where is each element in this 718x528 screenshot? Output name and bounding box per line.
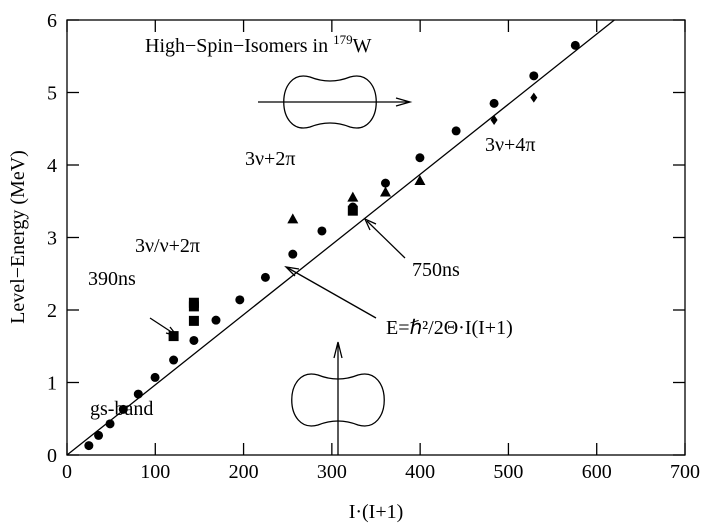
point [529, 71, 539, 81]
y-tick-label: 4 [47, 155, 57, 177]
x-tick-label: 700 [670, 461, 700, 483]
nucleus-shape [291, 373, 385, 427]
point [84, 441, 94, 451]
point [118, 404, 128, 414]
point [287, 213, 299, 224]
y-tick-label: 0 [47, 445, 57, 467]
title-text: W [353, 35, 372, 57]
x-tick-label: 600 [582, 461, 612, 483]
annotation: 3ν/ν+2π [135, 235, 200, 257]
arrow [287, 267, 377, 319]
nucleus-shape [283, 75, 377, 129]
point [235, 295, 245, 305]
point [189, 335, 199, 345]
arrow-head [333, 341, 343, 359]
point [168, 331, 179, 342]
y-tick-label: 3 [47, 228, 57, 250]
point [490, 115, 498, 126]
shapes [149, 75, 413, 455]
y-tick-label: 1 [47, 373, 57, 395]
point [451, 126, 461, 136]
annotation: 3ν+2π [245, 148, 295, 170]
point [105, 419, 115, 429]
arrow-head [284, 266, 300, 277]
arrow [366, 220, 406, 259]
point [317, 226, 327, 236]
x-axis-label: I·(I+1) [349, 501, 404, 523]
point [347, 191, 359, 202]
fit-line [66, 19, 615, 456]
chart-title: High−Spin−Isomers in 179W [145, 32, 372, 57]
point [260, 272, 270, 282]
point [169, 355, 179, 365]
y-tick-label: 2 [47, 300, 57, 322]
y-tick-label: 6 [47, 10, 57, 32]
x-tick-label: 100 [140, 461, 170, 483]
point [188, 315, 199, 326]
point [211, 315, 221, 325]
point [94, 430, 104, 440]
annotation: 3ν+4π [485, 134, 535, 156]
point [133, 389, 143, 399]
annotation: 750ns [412, 259, 460, 281]
x-tick-label: 200 [229, 461, 259, 483]
annotation: E=ℏ²/2Θ·I(I+1) [386, 317, 513, 339]
x-tick-label: 500 [493, 461, 523, 483]
y-tick-label: 5 [47, 83, 57, 105]
point [379, 186, 391, 197]
point [414, 174, 426, 185]
point [489, 98, 499, 108]
point [188, 297, 199, 308]
title-text: High−Spin−Isomers in [145, 35, 333, 57]
annotation: 390ns [88, 268, 136, 290]
x-tick-label: 300 [317, 461, 347, 483]
point [570, 40, 580, 50]
point [347, 205, 358, 216]
point [380, 178, 390, 188]
y-axis-label: Level−Energy (MeV) [7, 150, 29, 324]
point [288, 249, 298, 259]
point [530, 92, 538, 103]
x-tick-label: 400 [405, 461, 435, 483]
point [150, 372, 160, 382]
arrow-head [395, 97, 413, 107]
title-superscript: 179 [333, 32, 353, 47]
annotation: gs-band [90, 398, 153, 420]
x-tick-label: 0 [62, 461, 72, 483]
point [415, 153, 425, 163]
